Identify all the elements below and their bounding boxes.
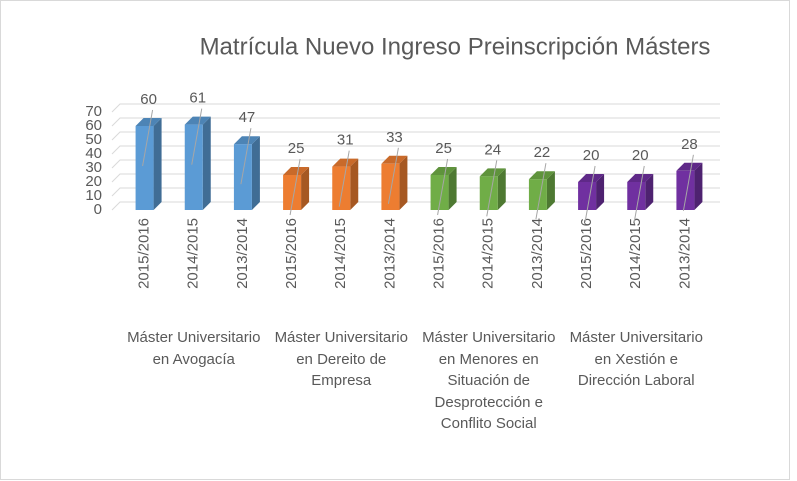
grid-line — [111, 131, 720, 141]
bar-top — [233, 136, 260, 145]
grid-line — [111, 173, 720, 183]
bar — [233, 144, 252, 210]
bar — [676, 170, 695, 210]
grid-line — [111, 201, 720, 211]
x-tick-label: 2013/2014 — [676, 218, 693, 289]
bar-side — [546, 171, 555, 210]
leader-line — [437, 158, 449, 216]
leader-line — [142, 109, 154, 167]
bar-side — [645, 174, 654, 210]
x-tick-label: 2015/2016 — [283, 218, 300, 289]
bar-top — [381, 155, 408, 164]
leader-line — [535, 163, 547, 220]
bar-side — [448, 167, 457, 210]
y-tick-label: 0 — [94, 201, 102, 218]
data-label: 31 — [337, 132, 354, 149]
bar-top — [627, 174, 654, 182]
bar-top — [135, 118, 162, 126]
bar-top — [528, 171, 555, 180]
group-label: Máster Universitario en Xestión e Direcc… — [569, 329, 703, 389]
bar — [479, 176, 498, 210]
leader-line — [486, 160, 498, 217]
data-label: 25 — [435, 140, 452, 157]
leader-line — [682, 154, 694, 211]
leader-line — [387, 147, 399, 204]
data-label: 61 — [189, 90, 206, 107]
x-tick-label: 2014/2015 — [627, 218, 644, 289]
bar-top — [676, 162, 703, 171]
grid-line — [111, 103, 720, 113]
bar — [528, 179, 547, 210]
group-label: Máster Universitario en Menores en Situa… — [422, 329, 556, 432]
bar-side — [399, 155, 408, 210]
data-label: 20 — [632, 147, 649, 164]
x-tick-label: 2015/2016 — [578, 218, 595, 289]
bar — [578, 182, 597, 210]
grid-line — [111, 145, 720, 155]
data-label: 28 — [681, 136, 698, 153]
y-tick-label: 60 — [85, 117, 102, 134]
bar-top — [578, 174, 605, 182]
x-tick-label: 2014/2015 — [185, 218, 202, 289]
y-tick-label: 50 — [85, 131, 102, 148]
y-tick-label: 70 — [85, 103, 102, 120]
bar-side — [251, 136, 260, 210]
data-label: 47 — [239, 109, 256, 126]
bar-side — [596, 174, 605, 210]
data-label: 25 — [288, 140, 305, 157]
grid-line — [111, 187, 720, 197]
bar-side — [350, 158, 359, 210]
y-tick-label: 40 — [85, 145, 102, 162]
bar-top — [184, 116, 211, 125]
leader-line — [289, 158, 301, 216]
data-label: 22 — [534, 144, 551, 161]
bar — [381, 163, 400, 210]
bar — [283, 175, 302, 210]
x-tick-label: 2014/2015 — [332, 218, 349, 289]
y-tick-label: 20 — [85, 173, 102, 190]
x-tick-label: 2015/2016 — [431, 218, 448, 289]
x-tick-label: 2015/2016 — [136, 218, 153, 289]
leader-line — [240, 128, 252, 185]
bar-side — [202, 116, 211, 210]
y-tick-label: 10 — [85, 187, 102, 204]
y-tick-label: 30 — [85, 159, 102, 176]
leader-line — [191, 108, 203, 165]
bar-top — [430, 167, 457, 175]
bar-top — [479, 168, 506, 177]
grid-line — [111, 159, 720, 169]
data-label: 60 — [140, 91, 157, 108]
leader-line — [584, 165, 596, 223]
bar — [332, 166, 351, 210]
bar — [135, 126, 154, 210]
x-tick-label: 2013/2014 — [529, 218, 546, 289]
bar — [184, 124, 203, 210]
bar-side — [301, 167, 310, 210]
x-tick-label: 2014/2015 — [480, 218, 497, 289]
leader-line — [633, 165, 645, 223]
bar-top — [283, 167, 310, 175]
x-tick-label: 2013/2014 — [234, 218, 251, 289]
chart-title: Matrícula Nuevo Ingreso Preinscripción M… — [200, 33, 711, 60]
grid-line — [111, 117, 720, 127]
bar-side — [694, 162, 703, 210]
data-label: 20 — [583, 147, 600, 164]
bar-side — [497, 168, 506, 210]
x-tick-label: 2013/2014 — [381, 218, 398, 289]
data-label: 24 — [484, 141, 501, 158]
group-label: Máster Universitario en Avogacía — [127, 329, 261, 368]
group-label: Máster Universitario en Dereito de Empre… — [274, 329, 408, 389]
bar-top — [332, 158, 359, 167]
bar — [430, 175, 449, 210]
bar — [627, 182, 646, 210]
leader-line — [338, 150, 350, 207]
bar-side — [153, 118, 162, 210]
data-label: 33 — [386, 129, 403, 146]
